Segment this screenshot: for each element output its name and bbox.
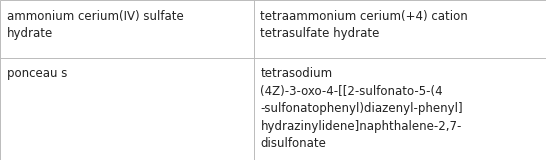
Text: ponceau s: ponceau s xyxy=(7,67,67,80)
Text: tetraammonium cerium(+4) cation
tetrasulfate hydrate: tetraammonium cerium(+4) cation tetrasul… xyxy=(260,10,468,40)
Text: tetrasodium
(4Z)-3-oxo-4-[[2-sulfonato-5-(4
-sulfonatophenyl)diazenyl-phenyl]
hy: tetrasodium (4Z)-3-oxo-4-[[2-sulfonato-5… xyxy=(260,67,463,150)
Text: ammonium cerium(IV) sulfate
hydrate: ammonium cerium(IV) sulfate hydrate xyxy=(7,10,183,40)
